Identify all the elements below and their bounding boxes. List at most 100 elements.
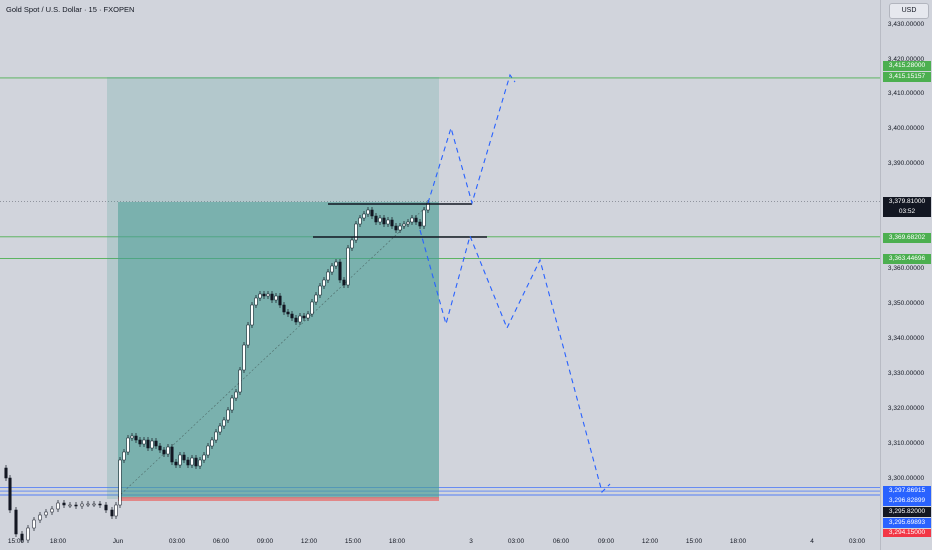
candle-body [214, 431, 218, 441]
candle-body [110, 509, 114, 517]
candle-body [374, 215, 378, 223]
candle-body [146, 439, 150, 449]
price-label: 3,430.00000 [887, 21, 925, 28]
candle-body [14, 509, 18, 535]
time-label: 18:00 [729, 538, 747, 545]
candle-body [122, 451, 126, 461]
candle-body [182, 454, 186, 461]
candle-body [306, 313, 310, 319]
candle-body [68, 504, 72, 507]
time-label: 03:00 [168, 538, 186, 545]
candle-body [378, 217, 382, 223]
price-tag-entry: 3,295.82000 [883, 507, 931, 517]
candle-body [154, 440, 158, 447]
price-tag-blue: 3,296.82899 [883, 496, 931, 506]
time-label: 06:00 [552, 538, 570, 545]
candle-body [390, 219, 394, 227]
candle-body [286, 311, 290, 315]
candle-body [150, 440, 154, 449]
price-candles [4, 200, 430, 543]
candle-body [270, 293, 274, 301]
currency-button[interactable]: USD [889, 3, 929, 19]
candle-body [298, 315, 302, 323]
time-label: Jun [112, 538, 124, 545]
candle-body [92, 503, 96, 506]
price-tag-level: 3,363.44696 [883, 254, 931, 264]
price-tag-target-line: 3,415.15157 [883, 72, 931, 82]
candle-body [358, 217, 362, 225]
candle-body [142, 439, 146, 445]
candle-body [118, 459, 122, 506]
candle-body [62, 502, 66, 506]
candle-body [226, 409, 230, 421]
candle-body [406, 221, 410, 225]
price-tag-blue: 3,297.86915 [883, 486, 931, 496]
candle-body [334, 261, 338, 267]
candle-body [242, 344, 246, 371]
candle-body [186, 459, 190, 466]
candle-body [104, 504, 108, 511]
candle-body [318, 285, 322, 296]
time-label: 3 [469, 538, 473, 545]
price-axis-separator [880, 0, 881, 550]
candle-body [414, 217, 418, 223]
candle-body [134, 435, 138, 441]
candle-body [178, 454, 182, 466]
time-label: 4 [810, 538, 814, 545]
candle-body [190, 457, 194, 466]
candle-body [80, 503, 84, 507]
price-label: 3,400.00000 [887, 125, 925, 132]
time-label: 03:00 [848, 538, 866, 545]
candle-body [206, 445, 210, 456]
price-label: 3,310.00000 [887, 440, 925, 447]
bearish-forecast-path [419, 229, 611, 494]
price-label: 3,300.00000 [887, 475, 925, 482]
candle-body [410, 217, 414, 223]
candle-body [56, 502, 60, 510]
forecast-path[interactable] [419, 73, 611, 494]
candle-body [162, 449, 166, 455]
candle-body [170, 446, 174, 463]
price-label: 3,410.00000 [887, 90, 925, 97]
candle-body [278, 295, 282, 306]
drawings[interactable] [313, 203, 487, 238]
candle-body [338, 261, 342, 281]
time-label: 12:00 [641, 538, 659, 545]
candle-body [8, 477, 12, 511]
candle-body [366, 209, 370, 215]
price-tag-level: 3,369.68202 [883, 233, 931, 243]
candle-body [74, 504, 78, 507]
candle-body [114, 504, 118, 517]
candle-body [394, 225, 398, 231]
candle-body [346, 247, 350, 286]
candle-body [290, 313, 294, 319]
candle-body [218, 425, 222, 433]
time-label: 12:00 [300, 538, 318, 545]
candle-body [238, 369, 242, 393]
candle-body [398, 225, 402, 231]
candle-body [158, 445, 162, 451]
price-tag-blue: 3,295.69893 [883, 518, 931, 528]
candle-body [274, 295, 278, 301]
price-tag-stop: 3,294.15000 [883, 529, 931, 537]
candle-body [254, 297, 258, 306]
candle-body [194, 457, 198, 467]
position-entry-diagonal [117, 202, 431, 498]
time-label: 18:00 [49, 538, 67, 545]
price-label: 3,350.00000 [887, 300, 925, 307]
candle-body [210, 439, 214, 447]
candle-body [350, 239, 354, 249]
time-label: 06:00 [212, 538, 230, 545]
candle-body [86, 503, 90, 506]
candle-body [370, 209, 374, 217]
candle-body [202, 454, 206, 461]
candle-body [44, 511, 48, 516]
candle-body [326, 271, 330, 281]
bullish-forecast-path [427, 73, 516, 205]
time-label: 03:00 [507, 538, 525, 545]
long-position-tool[interactable] [107, 77, 439, 501]
candle-body [230, 397, 234, 411]
symbol-title[interactable]: Gold Spot / U.S. Dollar · 15 · FXOPEN [6, 5, 135, 14]
